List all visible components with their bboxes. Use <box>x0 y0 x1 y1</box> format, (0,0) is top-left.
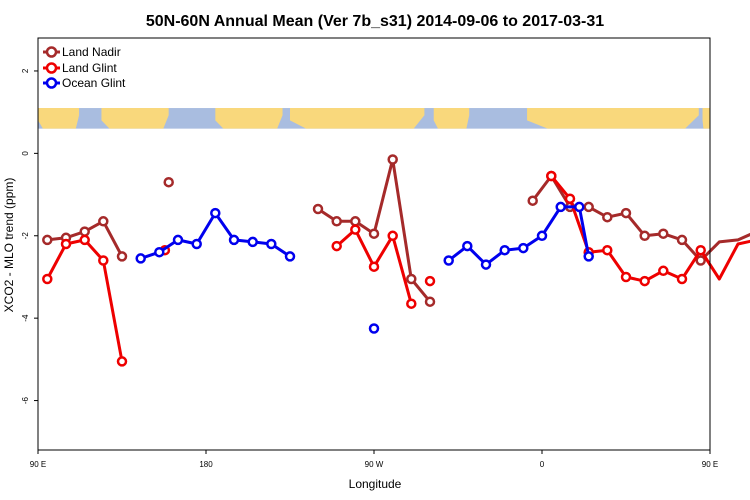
data-point-ocean-glint <box>368 323 380 334</box>
plot-frame <box>37 37 711 451</box>
y-tick-label: 2 <box>21 68 30 73</box>
data-series <box>42 154 750 367</box>
data-point-land-glint <box>406 298 417 309</box>
data-point-land-nadir <box>331 216 342 227</box>
map-land-asia-repeat <box>702 108 710 129</box>
legend-label-land-glint: Land Glint <box>62 61 117 75</box>
data-point-land-glint <box>676 273 688 285</box>
data-point-land-nadir <box>424 296 436 307</box>
series-ocean-glint <box>135 201 594 334</box>
x-tick-label: 180 <box>199 460 213 469</box>
world-map-band <box>38 108 710 129</box>
data-point-ocean-glint <box>583 251 594 262</box>
series-line-land-nadir <box>531 174 750 262</box>
map-land-asia-west <box>38 108 80 129</box>
legend-entry-ocean-glint: Ocean Glint <box>43 76 126 90</box>
data-point-land-glint <box>331 240 342 252</box>
data-point-land-glint <box>116 356 128 367</box>
data-point-land-nadir <box>620 207 632 219</box>
series-land-glint <box>42 170 750 367</box>
series-line-land-glint <box>45 238 124 362</box>
data-point-land-nadir <box>602 211 613 223</box>
data-point-land-nadir <box>98 216 109 227</box>
data-point-land-glint <box>98 255 109 266</box>
data-point-land-nadir <box>387 154 398 165</box>
data-point-ocean-glint <box>247 236 258 248</box>
data-point-land-nadir <box>350 216 361 227</box>
y-tick-label: 0 <box>21 151 30 156</box>
data-point-land-glint <box>350 224 361 235</box>
data-point-ocean-glint <box>172 234 184 246</box>
x-tick-label: 90 W <box>365 460 384 469</box>
data-point-ocean-glint <box>443 255 454 266</box>
axis-ticks: 90 E 180 90 W 0 90 E 2 0 -2 -4 -6 <box>21 68 718 469</box>
data-point-land-glint <box>546 170 557 182</box>
y-tick-label: -2 <box>21 232 30 240</box>
data-point-ocean-glint <box>462 240 473 252</box>
data-point-land-nadir <box>676 234 688 246</box>
data-point-land-nadir <box>658 228 669 239</box>
legend-entry-land-glint: Land Glint <box>43 61 117 75</box>
map-land-europe <box>527 108 699 129</box>
data-point-land-nadir <box>368 228 380 239</box>
legend-marker-ocean-glint <box>45 77 58 89</box>
data-point-ocean-glint <box>574 201 585 213</box>
data-point-land-glint <box>620 271 632 283</box>
data-point-ocean-glint <box>480 259 492 270</box>
data-point-ocean-glint <box>135 253 146 264</box>
y-axis-label: XCO2 - MLO trend (ppm) <box>2 178 16 313</box>
x-tick-label: 0 <box>540 460 545 469</box>
legend-label-ocean-glint: Ocean Glint <box>62 76 126 90</box>
x-tick-label: 90 E <box>30 460 46 469</box>
data-point-land-glint <box>564 193 576 204</box>
data-point-land-glint <box>424 275 436 287</box>
data-point-ocean-glint <box>228 234 240 246</box>
map-land-north-america <box>290 108 425 129</box>
chart-title: 50N-60N Annual Mean (Ver 7b_s31) 2014-09… <box>146 13 604 30</box>
data-point-land-nadir <box>79 226 90 237</box>
map-land-asia-east <box>101 108 169 129</box>
data-point-ocean-glint <box>499 244 510 256</box>
y-tick-label: -6 <box>21 396 30 404</box>
series-line-ocean-glint <box>447 205 591 267</box>
map-land-alaska <box>215 108 283 129</box>
data-point-ocean-glint <box>284 251 296 262</box>
data-point-ocean-glint <box>518 242 529 254</box>
data-point-ocean-glint <box>266 238 277 250</box>
legend: Land Nadir Land Glint Ocean Glint <box>43 45 126 90</box>
map-land-labrador <box>433 108 470 129</box>
legend-marker-land-nadir <box>45 46 58 58</box>
data-point-land-glint <box>42 273 53 285</box>
data-point-land-nadir <box>42 234 53 246</box>
data-point-land-glint <box>639 275 650 287</box>
data-point-ocean-glint <box>536 230 548 242</box>
data-point-land-nadir <box>406 273 417 285</box>
data-point-ocean-glint <box>555 201 566 213</box>
data-point-land-glint <box>368 261 380 272</box>
data-point-land-glint <box>60 238 72 250</box>
y-tick-label: -4 <box>21 314 30 322</box>
data-point-land-nadir <box>695 255 706 266</box>
legend-entry-land-nadir: Land Nadir <box>43 45 121 59</box>
data-point-land-nadir <box>116 251 128 262</box>
x-axis-label: Longitude <box>349 477 402 491</box>
data-point-land-glint <box>387 230 398 242</box>
data-point-land-glint <box>602 244 613 256</box>
data-point-land-nadir <box>527 195 538 206</box>
data-point-ocean-glint <box>154 246 165 258</box>
data-point-land-nadir <box>583 201 594 213</box>
data-point-land-glint <box>79 234 90 246</box>
x-tick-label: 90 E <box>702 460 718 469</box>
data-point-land-glint <box>658 265 669 277</box>
data-point-land-nadir <box>639 230 650 242</box>
data-point-ocean-glint <box>210 207 221 219</box>
legend-marker-land-glint <box>45 62 58 74</box>
data-point-land-nadir <box>163 176 174 188</box>
data-point-land-glint <box>695 244 706 256</box>
data-point-ocean-glint <box>191 238 202 250</box>
data-point-land-nadir <box>312 203 324 215</box>
legend-label-land-nadir: Land Nadir <box>62 45 121 59</box>
